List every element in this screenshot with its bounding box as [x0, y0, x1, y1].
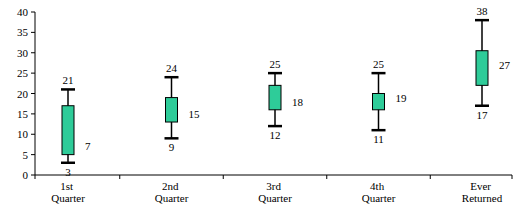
x-tick [512, 175, 513, 179]
box [269, 85, 281, 109]
y-tick-label: 40 [17, 6, 29, 18]
median-label: 15 [189, 108, 201, 120]
max-label: 25 [270, 58, 282, 70]
max-label: 24 [166, 62, 178, 74]
min-label: 12 [270, 129, 281, 141]
median-label: 18 [292, 96, 304, 108]
marks [61, 20, 489, 163]
y-tick-label: 30 [17, 47, 29, 59]
min-cap [61, 162, 75, 165]
x-tick-label: 2nd Quarter [155, 180, 189, 204]
min-label: 3 [65, 166, 71, 178]
y-tick [31, 12, 35, 13]
x-tick-label-line: 2nd [162, 180, 181, 192]
y-tick [31, 113, 35, 114]
y-tick-label: 15 [17, 108, 29, 120]
x-tick-label: 1st Quarter [51, 180, 85, 204]
x-tick-label-line: Quarter [155, 192, 189, 204]
min-cap [475, 104, 489, 107]
y-tick [31, 32, 35, 33]
y-tick [31, 175, 35, 176]
y-tick-label: 5 [23, 149, 29, 161]
max-cap [475, 19, 489, 22]
x-tick-label-line: 3rd [266, 180, 283, 192]
max-label: 25 [373, 58, 385, 70]
x-tick [119, 175, 120, 179]
x-tick-label-line: Quarter [51, 192, 85, 204]
box [62, 106, 74, 155]
y-tick [31, 52, 35, 53]
box [476, 51, 488, 86]
x-tick-label-line: Quarter [258, 192, 292, 204]
x-tick-label-line: 4th [370, 180, 387, 192]
y-tick-label: 25 [17, 67, 29, 79]
x-tick [430, 175, 431, 179]
x-tick-label-line: Ever [470, 180, 494, 192]
min-cap [165, 137, 179, 140]
x-tick-label-line: Quarter [362, 192, 396, 204]
y-tick-label: 0 [23, 169, 29, 181]
max-label: 38 [477, 5, 489, 17]
chart: 05101520253035401st Quarter2nd Quarter3r… [0, 0, 513, 216]
y-tick-label: 10 [17, 128, 29, 140]
x-tick [223, 175, 224, 179]
max-label: 21 [63, 74, 74, 86]
min-label: 11 [373, 133, 384, 145]
max-cap [61, 88, 75, 91]
min-label: 17 [477, 109, 489, 121]
x-tick-label: Ever Returned [462, 180, 503, 204]
median-label: 27 [499, 59, 511, 71]
x-tick-label: 3rd Quarter [258, 180, 292, 204]
max-cap [372, 72, 386, 75]
max-cap [165, 76, 179, 79]
max-cap [268, 72, 282, 75]
box [373, 94, 385, 110]
y-tick [31, 154, 35, 155]
median-label: 7 [85, 140, 91, 152]
x-tick-label: 4th Quarter [362, 180, 396, 204]
y-tick-label: 20 [17, 88, 29, 100]
y-tick [31, 93, 35, 94]
x-tick [326, 175, 327, 179]
box [166, 98, 178, 122]
y-tick [31, 134, 35, 135]
x-axis [35, 175, 512, 176]
x-tick [35, 175, 36, 179]
min-cap [268, 125, 282, 128]
min-label: 9 [169, 141, 175, 153]
median-label: 19 [396, 92, 408, 104]
y-tick [31, 73, 35, 74]
min-cap [372, 129, 386, 132]
x-tick-label-line: Returned [462, 192, 503, 204]
x-tick-label-line: 1st [60, 180, 76, 192]
y-tick-label: 35 [17, 26, 29, 38]
